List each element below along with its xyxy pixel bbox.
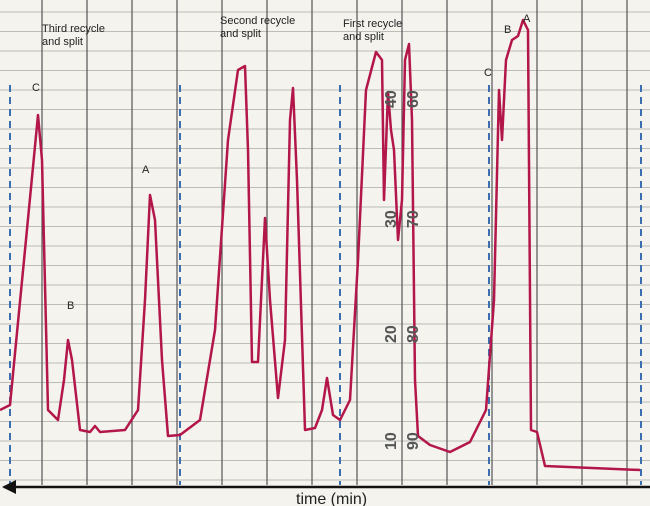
paper-grid	[0, 0, 650, 485]
annotation: First recycle	[343, 18, 402, 30]
peak-label: B	[67, 300, 74, 312]
scale-number: 80	[405, 325, 422, 343]
scale-number: 90	[405, 432, 422, 450]
annotation: Second recycle	[220, 15, 295, 27]
scale-number: 70	[405, 210, 422, 228]
scale-number: 20	[383, 325, 400, 343]
peak-label: C	[484, 67, 492, 79]
chromatogram-trace	[0, 18, 641, 472]
annotation: and split	[343, 31, 384, 43]
paper-scale: 40 30 20 10 60 70 80 90	[383, 90, 422, 450]
annotations: Third recycle and split Second recycle a…	[32, 13, 531, 312]
annotation: and split	[42, 36, 83, 48]
annotation: and split	[220, 28, 261, 40]
time-arrow	[2, 480, 650, 494]
scale-number: 40	[383, 90, 400, 108]
axis-label: time (min)	[296, 491, 367, 506]
peak-label: A	[142, 164, 150, 176]
peak-label: B	[504, 24, 511, 36]
scale-number: 30	[383, 210, 400, 228]
dashed-markers	[9, 85, 642, 485]
peak-label: A	[523, 13, 531, 25]
peak-label: C	[32, 82, 40, 94]
annotation: Third recycle	[42, 23, 105, 35]
scale-number: 60	[405, 90, 422, 108]
scale-number: 10	[383, 432, 400, 450]
